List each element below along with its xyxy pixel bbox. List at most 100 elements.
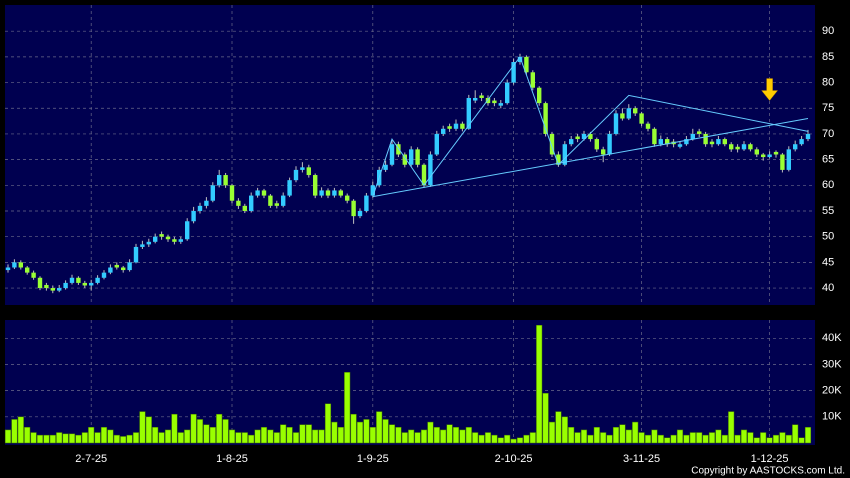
candle-body xyxy=(453,123,459,129)
candle-body xyxy=(57,288,62,291)
candle-body xyxy=(633,108,638,114)
candle-body xyxy=(69,277,75,283)
candle-body xyxy=(281,195,286,206)
candle-body xyxy=(396,144,401,155)
candle-body xyxy=(767,154,772,158)
volume-bar xyxy=(382,419,389,444)
volume-bar xyxy=(62,433,69,444)
volume-bar xyxy=(644,434,652,444)
volume-bar xyxy=(395,427,402,444)
candle-body xyxy=(261,190,267,196)
y-tick-label: 75 xyxy=(822,102,834,114)
y-tick-label: 10K xyxy=(822,411,842,423)
candle-body xyxy=(44,284,49,289)
candle-body xyxy=(473,97,478,101)
candle-body xyxy=(556,154,561,165)
volume-bar xyxy=(228,429,236,444)
candle-body xyxy=(313,175,318,196)
volume-bar xyxy=(36,434,44,444)
volume-bar xyxy=(779,432,786,444)
y-tick-label: 90 xyxy=(822,25,834,37)
candle-body xyxy=(645,123,651,129)
volume-bar xyxy=(24,427,31,444)
volume-bar xyxy=(683,434,690,444)
candle-body xyxy=(217,175,222,186)
volume-bar xyxy=(331,421,338,444)
candle-body xyxy=(210,185,215,201)
volume-bar xyxy=(670,434,677,444)
volume-bar xyxy=(529,432,536,444)
volume-bar xyxy=(177,432,184,444)
volume-bar xyxy=(638,432,645,444)
volume-bar xyxy=(81,432,88,444)
y-tick-label: 45 xyxy=(822,256,834,268)
volume-bar xyxy=(702,434,709,444)
volume-bar xyxy=(657,434,664,444)
volume-bar xyxy=(171,413,178,444)
candle-body xyxy=(37,277,43,289)
arrow-marker xyxy=(761,78,779,101)
volume-bar xyxy=(580,429,588,444)
volume-bar xyxy=(356,421,364,444)
volume-bar xyxy=(728,411,735,444)
volume-bar xyxy=(209,427,216,444)
volume-bar xyxy=(75,434,82,444)
candle-body xyxy=(562,144,567,165)
candle-body xyxy=(511,62,516,83)
volume-bar xyxy=(203,424,210,444)
candle-body xyxy=(690,133,695,140)
volume-bar xyxy=(190,413,197,444)
y-tick-label: 80 xyxy=(822,76,834,88)
volume-bar xyxy=(664,437,671,444)
candle-body xyxy=(249,195,254,211)
volume-bar xyxy=(344,372,351,444)
volume-bar xyxy=(612,427,620,444)
candle-body xyxy=(338,190,343,196)
candle-body xyxy=(108,267,113,273)
candle-body xyxy=(140,244,145,247)
candle-body xyxy=(293,169,299,181)
candle-body xyxy=(165,236,171,240)
candle-body xyxy=(479,95,484,98)
candle-body xyxy=(402,154,407,165)
candle-body xyxy=(421,164,427,186)
volume-bar xyxy=(651,429,658,444)
volume-bar xyxy=(216,413,223,444)
volume-bar xyxy=(798,437,805,444)
volume-bar xyxy=(478,434,485,444)
candle-body xyxy=(185,221,190,240)
candle-body xyxy=(204,200,209,206)
candle-body xyxy=(95,277,100,283)
candle-body xyxy=(223,175,228,186)
candle-body xyxy=(153,236,158,242)
volume-bar xyxy=(561,416,568,444)
candle-body xyxy=(505,82,510,104)
volume-bar xyxy=(414,432,421,444)
volume-bar xyxy=(433,427,440,444)
candle-body xyxy=(12,262,17,268)
candle-body xyxy=(639,113,644,124)
volume-bar xyxy=(68,433,76,444)
candle-body xyxy=(389,144,395,165)
volume-bar xyxy=(606,434,613,444)
volume-bar xyxy=(305,424,312,444)
candle-body xyxy=(434,133,439,155)
candle-body xyxy=(325,190,331,196)
volume-bar xyxy=(721,434,728,444)
volume-bar xyxy=(120,436,127,444)
candle-body xyxy=(76,277,81,283)
candle-body xyxy=(786,149,791,170)
volume-bar xyxy=(484,432,492,444)
volume-bar xyxy=(363,419,370,444)
candle-body xyxy=(18,262,23,268)
volume-bar xyxy=(164,429,172,444)
candle-body xyxy=(101,272,107,278)
volume-bar xyxy=(139,411,146,444)
candle-body xyxy=(236,200,241,206)
candle-body xyxy=(63,282,68,289)
candle-body xyxy=(255,190,260,196)
volume-bar xyxy=(740,429,748,444)
volume-bar xyxy=(420,429,428,444)
volume-bar xyxy=(753,437,760,444)
